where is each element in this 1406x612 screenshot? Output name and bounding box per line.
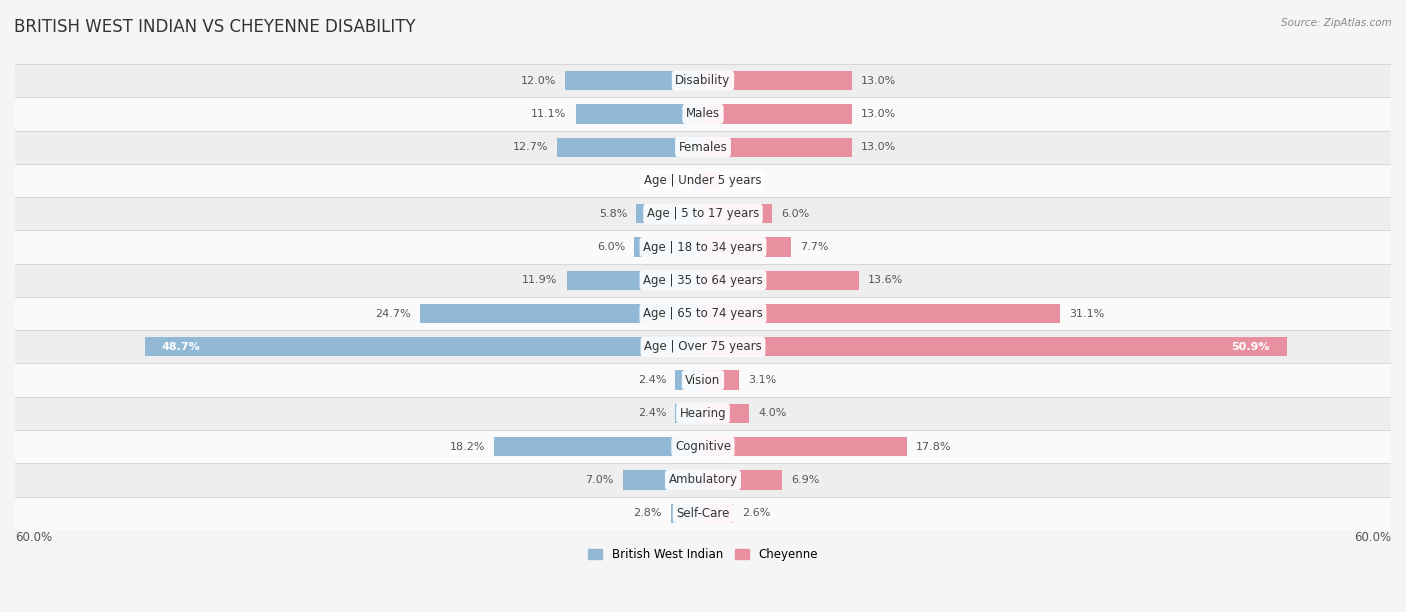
Bar [703,370,738,390]
Text: Age | Over 75 years: Age | Over 75 years [644,340,762,353]
Bar [675,370,703,390]
Text: Age | 5 to 17 years: Age | 5 to 17 years [647,207,759,220]
Bar [703,470,782,490]
Bar [145,337,703,357]
Text: 1.5%: 1.5% [730,176,758,185]
Bar [703,138,852,157]
Text: 6.0%: 6.0% [780,209,810,218]
Text: 13.0%: 13.0% [862,109,897,119]
Text: 2.6%: 2.6% [742,508,770,518]
Text: 3.1%: 3.1% [748,375,776,385]
Bar [15,330,1391,364]
Bar [495,437,703,457]
Bar [15,430,1391,463]
Text: Age | 65 to 74 years: Age | 65 to 74 years [643,307,763,320]
Text: 7.7%: 7.7% [800,242,830,252]
Bar [703,437,907,457]
Bar [692,171,703,190]
Bar [15,230,1391,264]
Text: Age | 35 to 64 years: Age | 35 to 64 years [643,274,763,287]
Bar [15,197,1391,230]
Text: Males: Males [686,107,720,121]
Bar [15,463,1391,496]
Text: 0.99%: 0.99% [647,176,682,185]
Text: 11.1%: 11.1% [531,109,567,119]
Text: 18.2%: 18.2% [450,442,485,452]
Text: 2.4%: 2.4% [638,408,666,419]
Text: 17.8%: 17.8% [917,442,952,452]
Text: 5.8%: 5.8% [599,209,627,218]
Text: 11.9%: 11.9% [522,275,557,285]
Text: Cognitive: Cognitive [675,440,731,453]
Text: 24.7%: 24.7% [375,308,411,319]
Bar [703,271,859,290]
Bar [15,97,1391,130]
Bar [15,164,1391,197]
Text: 2.4%: 2.4% [638,375,666,385]
Text: 48.7%: 48.7% [162,342,201,352]
Text: 12.7%: 12.7% [513,142,548,152]
Bar [15,397,1391,430]
Bar [565,71,703,90]
Bar [703,71,852,90]
Bar [557,138,703,157]
Bar [703,171,720,190]
Bar [703,504,733,523]
Text: Vision: Vision [685,374,721,387]
Text: 6.9%: 6.9% [792,475,820,485]
Text: 2.8%: 2.8% [633,508,662,518]
Bar [637,204,703,223]
Text: Age | 18 to 34 years: Age | 18 to 34 years [643,241,763,253]
Bar [623,470,703,490]
Legend: British West Indian, Cheyenne: British West Indian, Cheyenne [583,543,823,566]
Bar [15,297,1391,330]
Text: 31.1%: 31.1% [1069,308,1104,319]
Bar [703,237,792,256]
Bar [567,271,703,290]
Bar [703,337,1286,357]
Bar [671,504,703,523]
Text: BRITISH WEST INDIAN VS CHEYENNE DISABILITY: BRITISH WEST INDIAN VS CHEYENNE DISABILI… [14,18,416,36]
Text: 13.0%: 13.0% [862,76,897,86]
Text: Self-Care: Self-Care [676,507,730,520]
Text: 13.6%: 13.6% [868,275,904,285]
Text: 12.0%: 12.0% [520,76,557,86]
Text: 7.0%: 7.0% [585,475,613,485]
Text: 50.9%: 50.9% [1232,342,1270,352]
Bar [703,304,1060,323]
Bar [703,404,749,423]
Text: Age | Under 5 years: Age | Under 5 years [644,174,762,187]
Text: 4.0%: 4.0% [758,408,786,419]
Text: Hearing: Hearing [679,407,727,420]
Text: 60.0%: 60.0% [15,531,52,543]
Bar [703,204,772,223]
Bar [420,304,703,323]
Bar [15,264,1391,297]
Bar [15,364,1391,397]
Text: Disability: Disability [675,74,731,87]
Text: Ambulatory: Ambulatory [668,474,738,487]
Bar [675,404,703,423]
Bar [575,104,703,124]
Text: Source: ZipAtlas.com: Source: ZipAtlas.com [1281,18,1392,28]
Text: 60.0%: 60.0% [1354,531,1391,543]
Bar [634,237,703,256]
Text: 6.0%: 6.0% [596,242,626,252]
Bar [15,496,1391,530]
Bar [15,64,1391,97]
Text: Females: Females [679,141,727,154]
Bar [703,104,852,124]
Bar [15,130,1391,164]
Text: 13.0%: 13.0% [862,142,897,152]
